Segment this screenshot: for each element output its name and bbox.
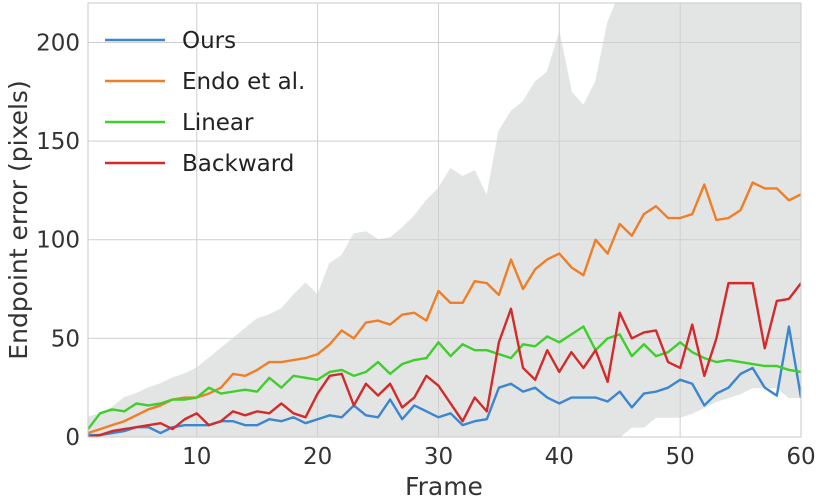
y-tick-label: 100 [36, 228, 80, 254]
y-axis-ticks: 0 50 100 150 200 [36, 30, 80, 451]
y-tick-label: 0 [65, 425, 80, 451]
series-lines [88, 181, 801, 437]
variance-band [88, 3, 801, 437]
legend: Ours Endo et al. Linear Backward [105, 28, 305, 177]
shaded-area [88, 3, 801, 437]
series-line-backward [88, 281, 801, 437]
y-tick-label: 150 [36, 129, 80, 155]
x-tick-label: 20 [303, 444, 332, 470]
legend-label: Linear [182, 110, 254, 136]
x-tick-label: 30 [424, 444, 453, 470]
series-line-endo-et-al [88, 181, 801, 435]
plot-frame [87, 2, 802, 438]
y-axis-label: Endpoint error (pixels) [4, 80, 33, 359]
y-tick-label: 50 [51, 326, 80, 352]
series-line-linear [88, 325, 801, 430]
legend-label: Endo et al. [182, 69, 305, 95]
legend-label: Ours [182, 28, 236, 54]
x-tick-label: 40 [545, 444, 574, 470]
legend-label: Backward [182, 151, 294, 177]
x-tick-label: 50 [666, 444, 695, 470]
series-line-ours [88, 325, 801, 437]
x-axis-ticks: 10 20 30 40 50 60 [182, 444, 816, 470]
x-tick-label: 60 [786, 444, 815, 470]
y-tick-label: 200 [36, 30, 80, 56]
x-tick-label: 10 [182, 444, 211, 470]
x-axis-label: Frame [405, 472, 483, 500]
